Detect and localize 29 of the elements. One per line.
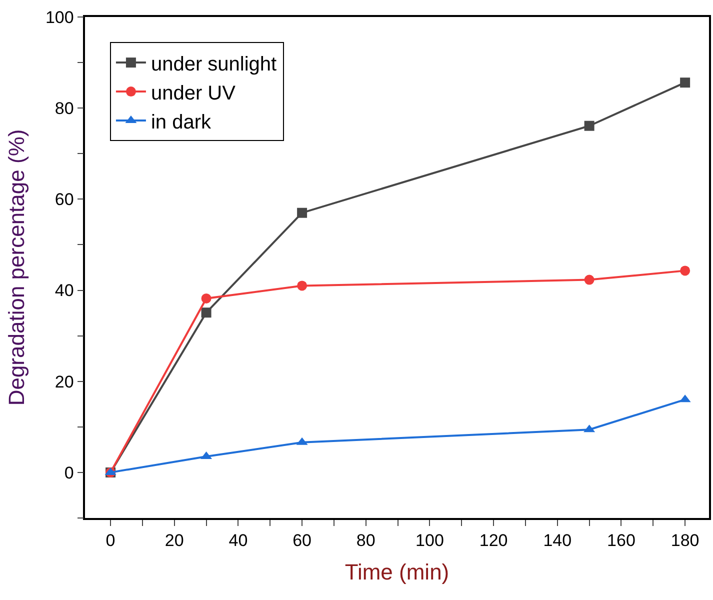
x-tick-label: 160 [607,531,636,550]
x-tick-label: 20 [164,531,184,550]
x-tick-label: 180 [670,531,700,550]
y-tick-label: 20 [54,372,74,392]
point [584,120,594,131]
y-tick-label: 40 [54,281,74,300]
x-tick-label: 100 [416,531,444,550]
point [201,293,212,304]
point [201,308,212,318]
y-tick-label: 80 [54,99,74,118]
point [680,266,690,276]
point [297,208,308,218]
y-tick-label: 60 [54,190,74,210]
legend-label: under sunlight [150,53,278,76]
point [584,274,594,285]
y-axis-title: Degradation percentage (%) [4,129,29,406]
point [297,280,308,291]
x-tick-label: 140 [543,531,572,550]
x-tick-label: 120 [479,531,508,550]
x-tick-label: 80 [356,531,376,550]
point [680,78,690,88]
y-tick-label: 0 [64,463,74,482]
y-tick-label: 100 [45,8,74,27]
x-tick-label: 40 [228,531,248,550]
x-tick-label: 60 [292,531,312,550]
legend-label: under UV [150,82,236,104]
legend-label: in dark [150,111,212,134]
x-axis-title: Time (min) [344,560,450,585]
x-tick-label: 0 [106,531,116,550]
